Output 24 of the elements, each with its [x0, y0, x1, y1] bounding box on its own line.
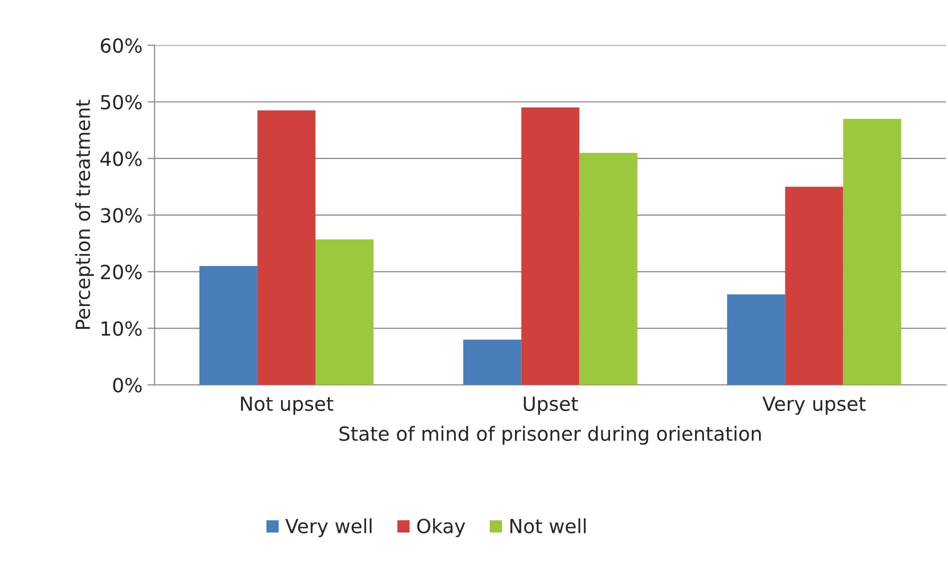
bar: [463, 340, 522, 385]
bar: [257, 110, 316, 385]
bar: [727, 294, 786, 385]
legend-label: Okay: [417, 518, 466, 538]
x-tick-label: Not upset: [241, 396, 334, 415]
y-axis-title: Perception of treatment: [75, 100, 94, 329]
y-tick-label: 40%: [100, 151, 142, 166]
y-tick-label: 50%: [101, 94, 142, 110]
y-tick-label: 30%: [100, 208, 142, 223]
y-tick-label: 60%: [100, 38, 142, 53]
x-tick-label: Very upset: [762, 396, 866, 415]
y-tick-label: 20%: [100, 264, 142, 280]
bar: [199, 266, 258, 385]
x-tick-label: Upset: [524, 396, 578, 415]
x-axis-title: State of mind of prisoner during orientation: [340, 426, 761, 445]
bar: [521, 108, 580, 385]
bar: [579, 152, 638, 385]
bar: [315, 239, 374, 385]
legend-label: Not well: [510, 518, 586, 534]
y-tick-label: 10%: [102, 321, 142, 336]
y-tick-label: 0%: [113, 378, 142, 393]
legend-label: Very well: [285, 518, 372, 538]
bar: [785, 186, 844, 385]
bar: [843, 118, 902, 385]
